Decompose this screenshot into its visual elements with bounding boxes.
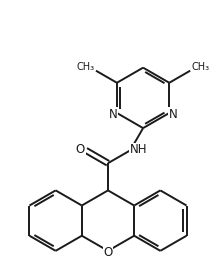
Text: CH₃: CH₃ [76,62,94,72]
Text: N: N [168,108,177,121]
Text: N: N [109,108,118,121]
Text: CH₃: CH₃ [192,62,210,72]
Text: NH: NH [130,143,148,156]
Text: O: O [76,143,85,156]
Text: O: O [103,246,113,259]
